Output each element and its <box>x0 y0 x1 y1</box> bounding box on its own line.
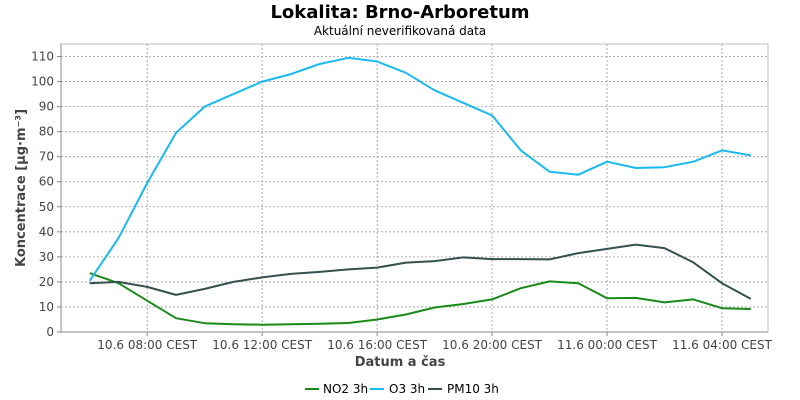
y-tick-label: 110 <box>31 50 54 64</box>
y-tick-label: 10 <box>39 300 54 314</box>
series-layer <box>88 56 752 326</box>
legend: NO2 3h O3 3h PM10 3h <box>305 382 499 396</box>
series-line-no2 <box>89 272 751 326</box>
legend-label: NO2 3h <box>323 382 368 396</box>
chart-subtitle: Aktuální neverifikovaná data <box>314 24 486 38</box>
y-tick-label: 20 <box>39 275 54 289</box>
grid <box>60 43 769 333</box>
legend-item-o3: O3 3h <box>370 382 425 396</box>
y-tick-label: 60 <box>39 175 54 189</box>
series-line-pm10 <box>89 243 752 300</box>
y-tick-label: 70 <box>39 150 54 164</box>
x-tick-label: 10.6 12:00 CEST <box>212 338 313 352</box>
x-tick-label: 10.6 20:00 CEST <box>442 338 543 352</box>
y-tick-label: 90 <box>39 100 54 114</box>
axes: 0 10 20 30 40 50 60 70 80 90 100 110 10.6 08:00 CEST… <box>31 44 773 352</box>
y-tick-label: 30 <box>39 250 54 264</box>
chart-title: Lokalita: Brno-Arboretum <box>270 2 529 23</box>
x-tick-label: 11.6 04:00 CEST <box>672 338 773 352</box>
x-tick-label: 11.6 00:00 CEST <box>557 338 658 352</box>
legend-label: PM10 3h <box>447 382 499 396</box>
y-tick-label: 0 <box>46 325 54 339</box>
plot-area <box>60 43 769 333</box>
y-tick-label: 40 <box>39 225 54 239</box>
y-tick-label: 50 <box>39 200 54 214</box>
x-tick-label: 10.6 08:00 CEST <box>97 338 198 352</box>
series-line-o3 <box>88 56 751 282</box>
y-tick-label: 100 <box>31 75 54 89</box>
x-axis-label: Datum a čas <box>355 355 446 370</box>
y-axis-label: Koncentrace [µg·m⁻³] <box>14 109 29 267</box>
x-tick-label: 10.6 16:00 CEST <box>327 338 428 352</box>
legend-item-no2: NO2 3h <box>305 382 368 396</box>
y-tick-label: 80 <box>39 125 54 139</box>
legend-label: O3 3h <box>389 382 425 396</box>
legend-item-pm10: PM10 3h <box>428 382 499 396</box>
